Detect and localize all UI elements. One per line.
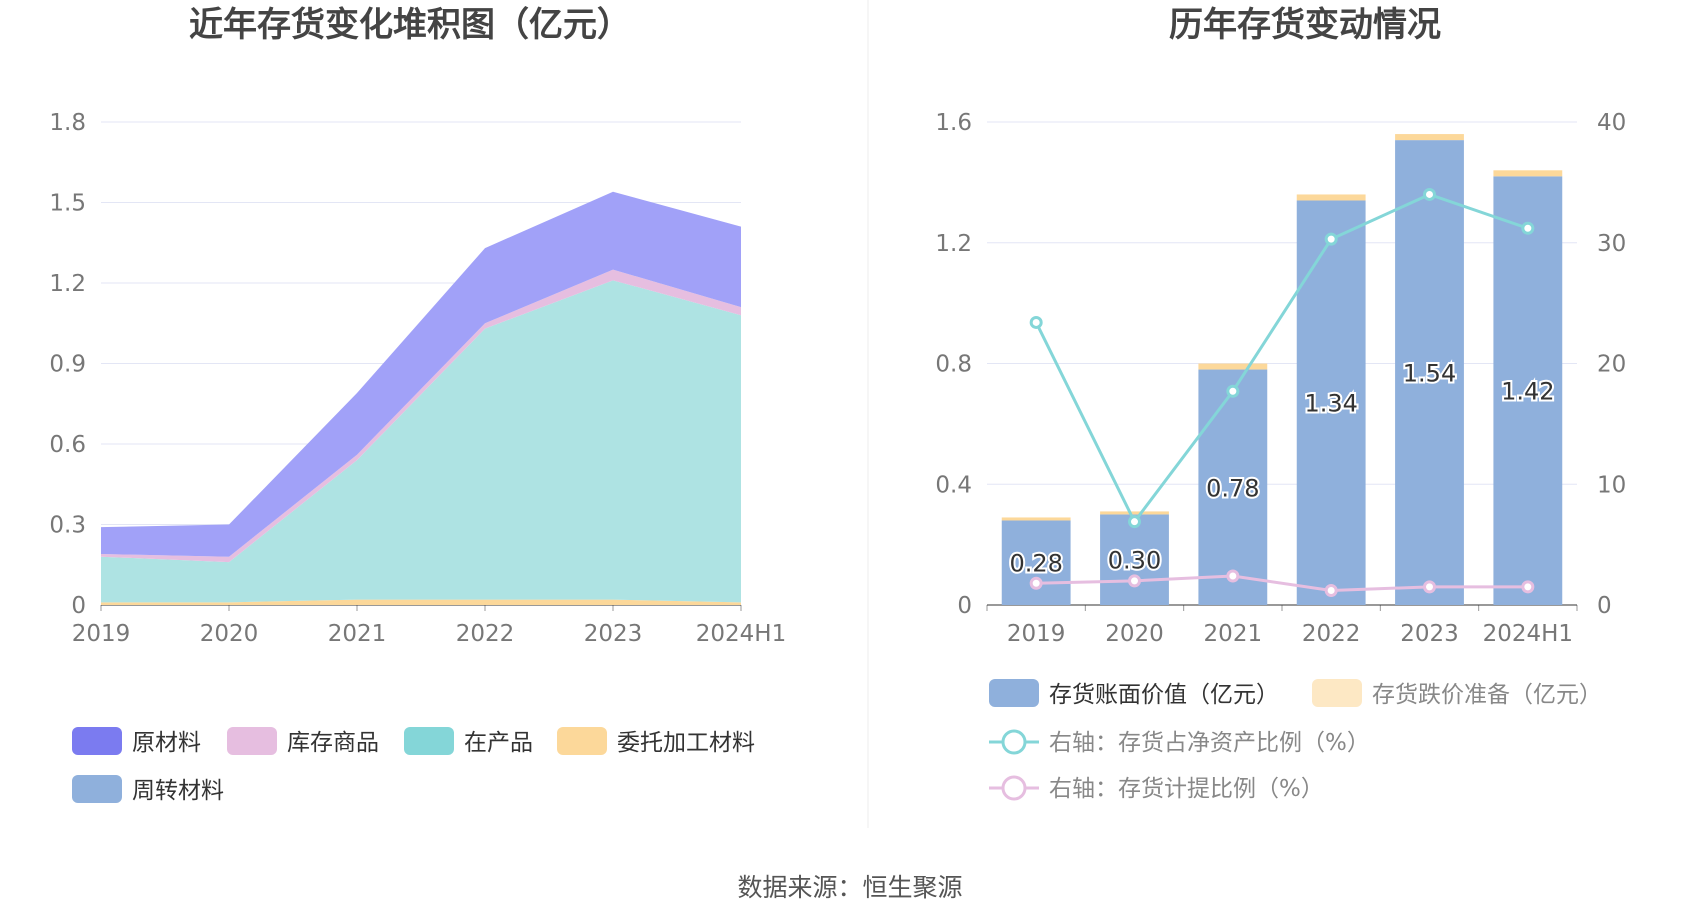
line-point[interactable] <box>1423 580 1436 594</box>
data-source: 数据来源：恒生聚源 <box>737 873 963 902</box>
area-委托加工材料 <box>101 599 741 605</box>
line-point[interactable] <box>1226 384 1240 398</box>
bar-impairment-reserve[interactable] <box>1198 363 1268 370</box>
left-x-tick: 2022 <box>456 621 515 647</box>
right-x-tick: 2019 <box>1007 621 1066 647</box>
line-point[interactable] <box>1128 515 1141 529</box>
left-x-tick: 2023 <box>584 621 643 647</box>
legend-swatch[interactable] <box>989 679 1039 707</box>
right-x-tick: 2021 <box>1204 621 1263 647</box>
right-x-tick: 2020 <box>1105 621 1164 647</box>
area-原材料 <box>101 191 741 557</box>
right-y-tick: 0 <box>957 593 972 619</box>
area-在产品 <box>101 280 741 603</box>
bar-book-value[interactable] <box>1296 200 1366 606</box>
right-y2-tick: 10 <box>1597 472 1626 498</box>
line-point[interactable] <box>1324 232 1338 246</box>
legend-label[interactable]: 周转材料 <box>132 778 224 804</box>
legend-swatch[interactable] <box>72 727 122 755</box>
right-y2-tick: 20 <box>1597 352 1626 378</box>
legend-line-marker[interactable] <box>1001 729 1027 755</box>
legend-label[interactable]: 右轴：存货计提比例（%） <box>1049 776 1324 802</box>
bar-impairment-reserve[interactable] <box>1493 170 1563 177</box>
bar-book-value[interactable] <box>1395 140 1464 606</box>
legend-label[interactable]: 存货账面价值（亿元） <box>1049 682 1279 708</box>
line-右轴：存货占净资产比例（%） <box>1034 192 1529 525</box>
left-y-tick: 0.3 <box>49 513 86 539</box>
legend-label[interactable]: 右轴：存货占净资产比例（%） <box>1049 730 1370 756</box>
line-右轴：存货计提比例（%） <box>1036 574 1528 593</box>
bar-value-label: 1.34 <box>1304 390 1357 418</box>
bar-book-value[interactable] <box>1493 176 1563 605</box>
bar-impairment-reserve[interactable] <box>1296 194 1366 201</box>
right-y2-tick: 0 <box>1597 593 1612 619</box>
legend-line-marker[interactable] <box>1001 775 1027 801</box>
left-x-tick: 2019 <box>72 621 131 647</box>
bar-value-label: 0.78 <box>1206 474 1259 502</box>
left-chart-title: 近年存货变化堆积图（亿元） <box>189 5 631 45</box>
line-point[interactable] <box>1226 569 1240 583</box>
line-point[interactable] <box>1029 576 1043 590</box>
left-y-tick: 0 <box>71 593 86 619</box>
line-point[interactable] <box>1521 221 1535 235</box>
right-y2-tick: 40 <box>1597 110 1626 136</box>
legend-label[interactable]: 库存商品 <box>287 730 379 756</box>
right-y-tick: 0.8 <box>935 352 972 378</box>
legend-swatch[interactable] <box>72 775 122 803</box>
right-x-tick: 2023 <box>1400 621 1459 647</box>
bar-value-label: 1.42 <box>1501 378 1554 406</box>
line-point[interactable] <box>1324 584 1338 598</box>
right-x-tick: 2022 <box>1302 621 1361 647</box>
bar-impairment-reserve[interactable] <box>1001 517 1071 521</box>
bar-book-value[interactable] <box>1001 520 1071 605</box>
left-area-chart: 0 0.3 0.6 0.9 1.2 1.5 1.8 2019 2020 2021 2022 2023 2… <box>49 110 786 804</box>
line-point[interactable] <box>1521 580 1535 594</box>
bar-value-label: 0.28 <box>1009 550 1062 578</box>
bar-impairment-reserve[interactable] <box>1100 511 1169 515</box>
legend-label[interactable]: 存货跌价准备（亿元） <box>1372 682 1602 708</box>
bar-value-label: 1.54 <box>1403 360 1456 388</box>
bar-impairment-reserve[interactable] <box>1395 134 1464 141</box>
legend-swatch[interactable] <box>404 727 454 755</box>
left-y-tick: 0.9 <box>49 352 86 378</box>
legend-swatch[interactable] <box>1312 679 1362 707</box>
legend-label[interactable]: 委托加工材料 <box>617 730 755 756</box>
right-chart-title: 历年存货变动情况 <box>1169 5 1441 45</box>
left-y-tick: 1.5 <box>49 191 86 217</box>
line-point[interactable] <box>1029 315 1043 329</box>
legend-label[interactable]: 在产品 <box>464 730 533 756</box>
line-point[interactable] <box>1128 574 1141 588</box>
bar-book-value[interactable] <box>1100 514 1169 605</box>
left-y-tick: 1.2 <box>49 271 86 297</box>
legend-label[interactable]: 原材料 <box>132 730 201 756</box>
left-x-tick: 2021 <box>328 621 387 647</box>
left-y-tick: 1.8 <box>49 110 86 136</box>
right-x-tick: 2024H1 <box>1483 621 1573 647</box>
legend-swatch[interactable] <box>227 727 277 755</box>
line-point[interactable] <box>1423 187 1436 201</box>
bar-value-label: 0.30 <box>1108 547 1161 575</box>
left-x-tick: 2020 <box>200 621 259 647</box>
right-y-tick: 0.4 <box>935 472 972 498</box>
right-y-tick: 1.6 <box>935 110 972 136</box>
right-y-tick: 1.2 <box>935 231 972 257</box>
right-bar-line-chart: 0 0.4 0.8 1.2 1.6 0 10 20 30 40 2019 2020 2021 2022 20… <box>935 110 1626 802</box>
legend-swatch[interactable] <box>557 727 607 755</box>
left-y-tick: 0.6 <box>49 432 86 458</box>
right-y2-tick: 30 <box>1597 231 1626 257</box>
left-x-tick: 2024H1 <box>696 621 786 647</box>
bar-book-value[interactable] <box>1198 369 1268 605</box>
